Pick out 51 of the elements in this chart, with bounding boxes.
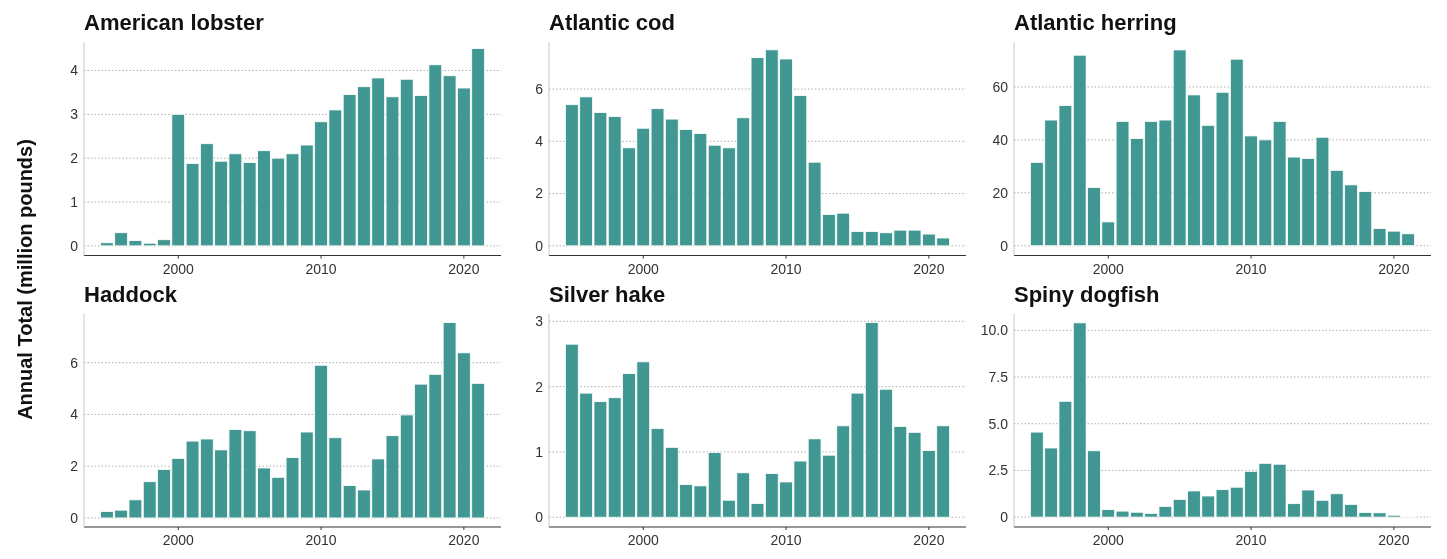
y-tick-label: 0 bbox=[535, 237, 544, 254]
y-tick-label: 40 bbox=[992, 131, 1009, 148]
y-tick-label: 1 bbox=[70, 193, 79, 210]
x-tick-label: 2010 bbox=[305, 260, 337, 277]
x-tick-label: 2010 bbox=[305, 532, 337, 548]
y-tick-label: 4 bbox=[70, 406, 79, 423]
y-tick-label: 0 bbox=[1000, 509, 1009, 525]
y-tick-label: 6 bbox=[535, 80, 544, 97]
chart-title: Atlantic herring bbox=[1014, 10, 1177, 35]
y-tick-label: 2 bbox=[535, 378, 544, 395]
x-tick-label: 2000 bbox=[1092, 532, 1125, 548]
y-tick-label: 20 bbox=[992, 184, 1009, 201]
y-tick-label: 10.0 bbox=[980, 322, 1009, 339]
x-tick-label: 2010 bbox=[770, 532, 802, 548]
y-tick-label: 1 bbox=[535, 443, 544, 460]
chart-title: Spiny dogfish bbox=[1014, 281, 1160, 307]
y-tick-label: 4 bbox=[535, 133, 544, 150]
y-tick-label: 2 bbox=[535, 185, 544, 202]
x-tick-label: 2020 bbox=[1378, 260, 1410, 277]
x-tick-label: 2000 bbox=[162, 532, 195, 548]
y-tick-label: 3 bbox=[70, 106, 79, 123]
y-tick-label: 5.0 bbox=[988, 415, 1009, 432]
y-tick-label: 3 bbox=[535, 313, 544, 330]
x-tick-label: 2020 bbox=[913, 532, 945, 548]
chart-title: Haddock bbox=[84, 281, 178, 307]
x-tick-label: 2020 bbox=[448, 532, 480, 548]
x-tick-label: 2000 bbox=[627, 260, 660, 277]
y-tick-label: 0 bbox=[70, 237, 79, 254]
y-tick-label: 7.5 bbox=[988, 368, 1009, 385]
x-tick-label: 2010 bbox=[770, 260, 802, 277]
x-tick-label: 2020 bbox=[448, 260, 480, 277]
chart-title: Atlantic cod bbox=[549, 10, 675, 35]
y-tick-label: 0 bbox=[535, 509, 544, 526]
y-tick-label: 60 bbox=[992, 78, 1009, 95]
y-axis-title: Annual Total (million pounds) bbox=[14, 139, 36, 420]
x-tick-label: 2000 bbox=[1092, 260, 1125, 277]
y-tick-label: 0 bbox=[1000, 237, 1009, 254]
x-tick-label: 2000 bbox=[627, 532, 660, 548]
y-tick-label: 6 bbox=[70, 354, 79, 371]
y-tick-label: 2 bbox=[70, 150, 79, 167]
y-tick-label: 2 bbox=[70, 458, 79, 475]
chart-title: Silver hake bbox=[549, 281, 666, 307]
y-tick-label: 4 bbox=[70, 62, 79, 79]
x-tick-label: 2010 bbox=[1235, 260, 1267, 277]
y-tick-label: 0 bbox=[70, 509, 79, 526]
y-tick-label: 2.5 bbox=[988, 462, 1009, 479]
x-tick-label: 2010 bbox=[1235, 532, 1267, 548]
x-tick-label: 2020 bbox=[1378, 532, 1410, 548]
x-tick-label: 2000 bbox=[162, 260, 195, 277]
x-tick-label: 2020 bbox=[913, 260, 945, 277]
chart-title: American lobster bbox=[84, 10, 265, 35]
